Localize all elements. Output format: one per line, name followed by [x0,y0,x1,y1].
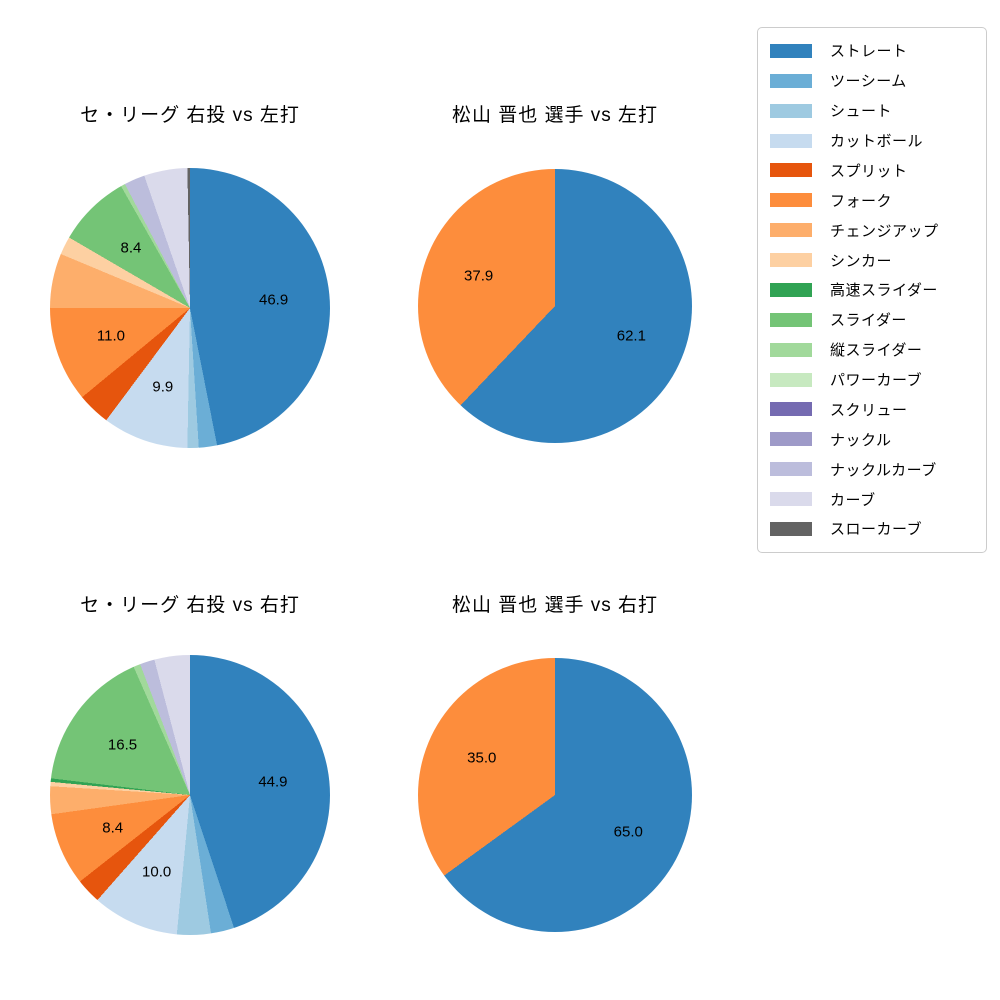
legend-label: パワーカーブ [830,372,923,390]
legend-swatch-icon [770,521,812,536]
legend-swatch-icon [770,253,812,268]
legend-swatch-icon [770,462,812,477]
pie-slice-value-label: 8.4 [120,239,142,257]
pie-slice-value-label: 44.9 [258,773,288,791]
pie-slice-value-label: 46.9 [258,291,289,309]
legend-swatch-icon [770,223,812,238]
legend-item: スプリット [770,160,974,181]
legend-item: スローカーブ [770,518,974,539]
chart-title: セ・リーグ 右投 vs 右打 [80,595,300,616]
chart-title: セ・リーグ 右投 vs 左打 [80,105,300,126]
legend-swatch-icon [770,492,812,507]
chart-ce-league-right-vs-left-batter: セ・リーグ 右投 vs 左打 46.9 9.9 11.0 8.4 [50,104,330,448]
pie-chart: 62.1 37.9 [418,169,692,443]
legend: ストレートツーシームシュートカットボール スプリットフォークチェンジアップ シンカー… [757,27,987,553]
legend-label: スローカーブ [830,521,923,539]
legend-label: 高速スライダー [830,282,938,300]
legend-item: 高速スライダー [770,279,974,300]
legend-item: ナックルカーブ [770,459,974,480]
legend-swatch-icon [770,43,812,58]
legend-swatch-icon [770,312,812,327]
chart-matsuyama-vs-left-batter: 松山 晋也 選手 vs 左打 62.1 37.9 [418,104,692,443]
pie-slice-value-label: 35.0 [467,749,497,767]
legend-label: ナックル [830,431,892,449]
legend-item: ナックル [770,429,974,450]
legend-item: スライダー [770,309,974,330]
chart-title: 松山 晋也 選手 vs 左打 [451,105,659,126]
pie-slice-value-label: 8.4 [102,819,124,837]
pie-chart: 46.9 9.9 11.0 8.4 [50,168,330,448]
legend-item: カーブ [770,489,974,510]
legend-label: シュート [830,103,893,121]
legend-label: カーブ [830,491,876,509]
pie-slice-value-label: 62.1 [616,327,646,345]
legend-label: ナックルカーブ [830,461,937,479]
legend-item: フォーク [770,190,974,211]
legend-swatch-icon [770,133,812,148]
legend-swatch-icon [770,432,812,447]
legend-swatch-icon [770,73,812,88]
legend-item: シュート [770,100,974,121]
legend-label: チェンジアップ [830,222,939,240]
pie-chart: 65.0 35.0 [418,658,692,932]
legend-swatch-icon [770,342,812,357]
pie-slice-value-label: 37.9 [464,267,494,284]
legend-swatch-icon [770,402,812,417]
legend-label: ツーシーム [830,73,907,91]
pie-slice-value-label: 16.5 [107,736,138,754]
legend-item: 縦スライダー [770,339,974,360]
legend-swatch-icon [770,193,812,208]
pie-chart: 44.9 10.0 8.4 16.5 [50,655,330,935]
legend-swatch-icon [770,163,812,178]
legend-label: シンカー [830,252,893,270]
legend-label: スクリュー [830,401,908,419]
legend-label: スライダー [830,312,907,330]
legend-swatch-icon [770,372,812,387]
legend-label: フォーク [830,192,893,210]
pie-slice-value-label: 11.0 [96,327,125,345]
legend-swatch-icon [770,103,812,118]
legend-item: ストレート [770,40,974,61]
chart-matsuyama-vs-right-batter: 松山 晋也 選手 vs 右打 65.0 35.0 [418,594,692,932]
legend-item: ツーシーム [770,70,974,91]
chart-ce-league-right-vs-right-batter: セ・リーグ 右投 vs 右打 44.9 10.0 8.4 16.5 [50,594,330,935]
legend-list: ストレートツーシームシュートカットボール スプリットフォークチェンジアップ シンカー… [770,36,974,544]
legend-label: スプリット [830,162,908,180]
legend-label: ストレート [830,43,908,61]
legend-label: 縦スライダー [830,342,923,360]
pie-slice-value-label: 9.9 [152,378,174,396]
legend-item: カットボール [770,130,974,151]
legend-item: チェンジアップ [770,220,974,241]
pie-slice-value-label: 65.0 [613,823,643,841]
legend-item: スクリュー [770,399,974,420]
legend-swatch-icon [770,282,812,297]
legend-label: カットボール [830,133,924,151]
legend-item: シンカー [770,250,974,271]
legend-item: パワーカーブ [770,369,974,390]
pie-slice-value-label: 10.0 [142,863,172,881]
chart-title: 松山 晋也 選手 vs 右打 [451,595,659,616]
